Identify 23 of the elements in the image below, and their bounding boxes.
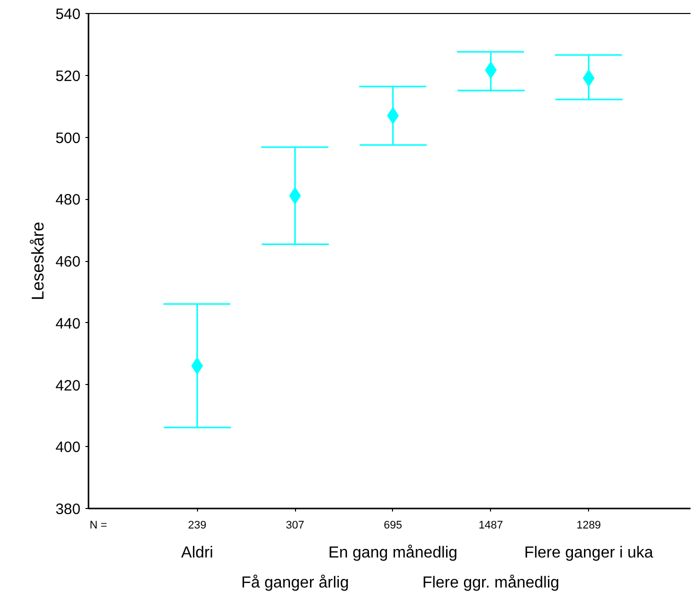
x-tick-label: Få ganger årlig <box>241 574 349 592</box>
annotation: 307 <box>286 520 304 532</box>
y-axis-title: Leseskåre <box>28 222 48 300</box>
x-tick-label: Aldri <box>181 544 214 562</box>
point <box>582 70 595 87</box>
x-tick-label: En gang månedlig <box>328 544 458 562</box>
annotation: 239 <box>188 520 206 532</box>
y-tick-label: 380 <box>55 501 81 518</box>
y-tick-label: 540 <box>55 6 81 23</box>
annotation: 1289 <box>576 520 601 532</box>
point <box>484 62 497 79</box>
y-tick-label: 400 <box>55 439 81 456</box>
y-tick-label: 480 <box>55 192 81 209</box>
y-tick-label: 440 <box>55 315 81 332</box>
y-tick-label: 460 <box>55 254 81 270</box>
annotation: 1487 <box>478 520 504 532</box>
x-tick-label: Flere ganger i uka <box>524 544 654 562</box>
y-tick-label: 500 <box>55 130 81 147</box>
annotation: 695 <box>384 520 402 532</box>
y-tick-label: 420 <box>55 377 81 394</box>
text: N = <box>90 520 108 532</box>
x-tick-label: Flere ggr. månedlig <box>422 574 560 592</box>
y-tick-label: 520 <box>55 68 81 85</box>
